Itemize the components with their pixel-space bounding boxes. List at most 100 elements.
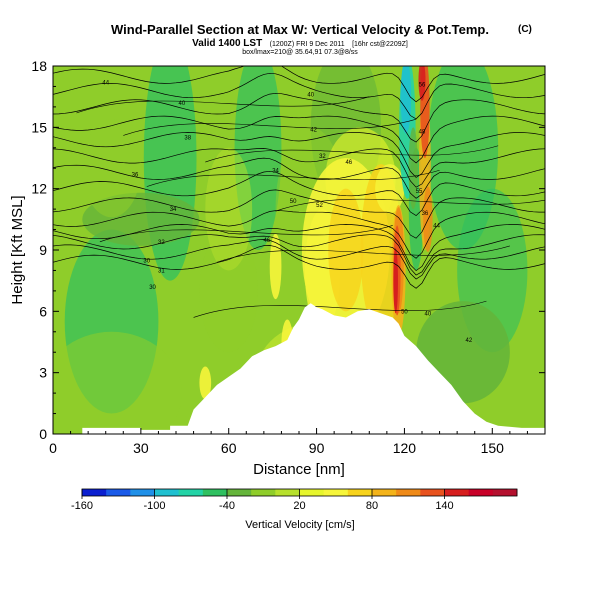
- isentrope-line: [53, 170, 545, 217]
- colorbar-tick-label: -40: [219, 500, 235, 512]
- isentrope-line: [53, 245, 545, 289]
- velocity-cell: [408, 127, 418, 210]
- isentrope-line: [53, 72, 545, 120]
- isentrope-label: 50: [290, 199, 297, 205]
- isentrope-line: [53, 210, 545, 259]
- isentrope-label: 38: [184, 136, 191, 142]
- velocity-field: [53, 66, 528, 434]
- colorbar-tick-label: 140: [435, 500, 453, 512]
- colorbar-swatch: [420, 489, 445, 496]
- isentrope-label: 36: [422, 211, 429, 217]
- colorbar-swatch: [130, 489, 155, 496]
- isentrope-label: 56: [419, 82, 426, 88]
- isentrope-label: 55: [416, 189, 423, 195]
- velocity-cell: [375, 164, 405, 214]
- isentrope-line: [53, 132, 545, 178]
- isentrope-label: 52: [316, 203, 323, 209]
- terrain-mask: [53, 303, 545, 434]
- isentrope-line: [123, 118, 417, 136]
- x-tick-label: 60: [221, 440, 237, 456]
- colorbar-swatch: [468, 489, 494, 496]
- y-tick-label: 6: [39, 303, 47, 319]
- colorbar-tick-label: 80: [366, 500, 378, 512]
- colorbar-swatch: [492, 489, 518, 496]
- velocity-cell: [199, 229, 258, 353]
- velocity-cell: [269, 233, 282, 300]
- isentrope-line: [53, 224, 545, 272]
- isentrope-label: 40: [179, 101, 186, 107]
- isentrope-label: 50: [401, 309, 408, 315]
- velocity-cell: [205, 147, 253, 271]
- isentrope-label: 32: [158, 240, 165, 246]
- velocity-cell: [393, 247, 398, 314]
- colorbar-swatch: [275, 489, 300, 496]
- x-tick-label: 30: [133, 440, 149, 456]
- isentrope-label: 36: [132, 172, 139, 178]
- velocity-cell: [199, 366, 212, 400]
- colorbar-tick-label: 20: [293, 500, 305, 512]
- isentrope-line: [53, 115, 545, 164]
- isentrope-contours: 44 40 38 36 34 32 31 30 30 40 42 34 50 52 46 56 48 55 36 44…: [53, 66, 545, 344]
- colorbar-tick-label: -160: [71, 500, 93, 512]
- x-axis-label: Distance [nm]: [253, 461, 345, 478]
- isentrope-line: [275, 198, 545, 212]
- x-tick-label: 90: [309, 440, 325, 456]
- isentrope-line: [53, 239, 545, 280]
- y-tick-label: 0: [39, 426, 47, 442]
- colorbar-swatch: [347, 489, 373, 496]
- isentrope-line: [53, 234, 545, 276]
- velocity-cell: [53, 331, 182, 434]
- colorbar-swatch: [154, 489, 180, 496]
- y-tick-label: 12: [31, 181, 47, 197]
- colorbar-swatch: [202, 489, 228, 496]
- colorbar-swatch: [372, 489, 397, 496]
- isentrope-label: 46: [345, 160, 352, 166]
- isentrope-label: 40: [425, 311, 432, 317]
- isentrope-line: [99, 225, 393, 243]
- isentrope-line: [146, 169, 440, 187]
- valid-time: Valid 1400 LST (1200Z) FRI 9 Dec 2011 [1…: [192, 33, 408, 50]
- isentrope-label: 44: [102, 80, 109, 86]
- colorbar-swatch: [323, 489, 349, 496]
- isentrope-line: [53, 157, 545, 199]
- isentrope-label: 42: [310, 127, 317, 133]
- velocity-cell: [400, 66, 412, 134]
- isentrope-label: 34: [272, 168, 279, 174]
- colorbar-swatch: [444, 489, 470, 496]
- valid-line: Valid 1400 LST: [192, 38, 262, 49]
- colorbar: -160 -100 -40 20 80 140: [71, 488, 518, 512]
- valid-note: [16hr cst@2209Z]: [352, 41, 408, 48]
- x-tick-label: 0: [49, 440, 57, 456]
- colorbar-swatch: [106, 489, 131, 496]
- isentrope-label: 44: [433, 224, 440, 230]
- isentrope-line: [53, 92, 545, 143]
- isentrope-label: 31: [158, 268, 165, 274]
- terrain-fill: [53, 303, 545, 434]
- y-tick-label: 9: [39, 242, 47, 258]
- plot-area: 44 40 38 36 34 32 31 30 30 40 42 34 50 52 46 56 48 55 36 44…: [53, 66, 545, 434]
- isentrope-line: [193, 300, 487, 318]
- copyright-mark: (C): [518, 24, 532, 35]
- colorbar-swatch: [178, 489, 204, 496]
- x-tick-label: 120: [393, 440, 417, 456]
- isentrope-line: [76, 96, 370, 114]
- x-tick-label: 150: [481, 440, 505, 456]
- isentrope-label: 40: [307, 93, 314, 99]
- isentrope-label: 30: [143, 258, 150, 264]
- colorbar-swatch: [227, 489, 252, 496]
- isentrope-label: 42: [466, 338, 473, 344]
- isentrope-label: 48: [419, 129, 426, 135]
- y-tick-label: 18: [31, 58, 47, 74]
- isentrope-line: [53, 189, 545, 239]
- y-axis-label: Height [Kft MSL]: [9, 195, 26, 304]
- colorbar-swatch: [396, 489, 421, 496]
- colorbar-label: Vertical Velocity [cm/s]: [245, 519, 354, 531]
- colorbar-swatch: [82, 489, 107, 496]
- isentrope-label: 32: [319, 154, 326, 160]
- valid-mid: (1200Z) FRI 9 Dec 2011: [270, 41, 345, 48]
- isentrope-label: 30: [149, 285, 156, 291]
- colorbar-swatch: [299, 489, 325, 496]
- colorbar-tick-label: -100: [143, 500, 165, 512]
